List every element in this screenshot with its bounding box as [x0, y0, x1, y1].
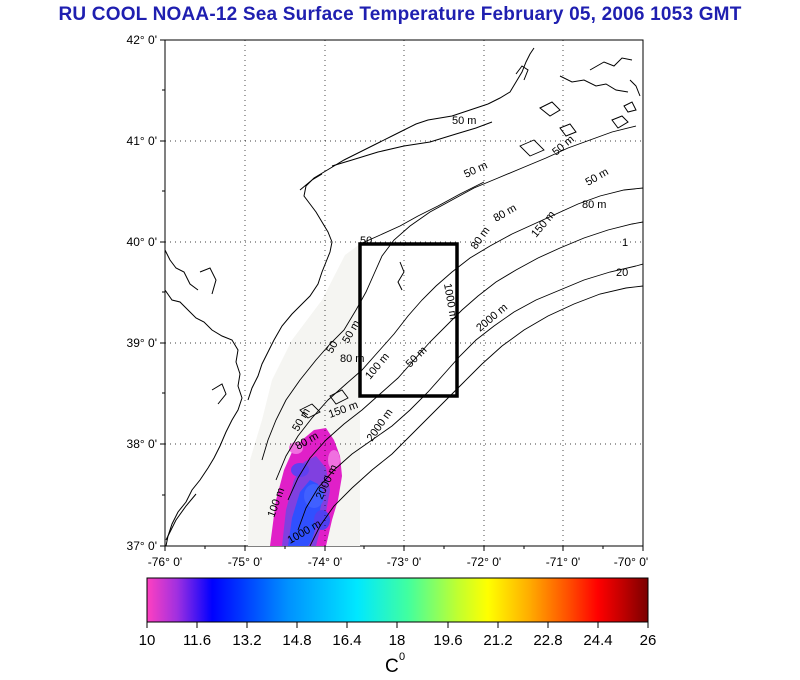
contour-label: 80 m [582, 199, 606, 211]
colorbar: 10 11.6 13.2 14.8 16.4 18 19.6 21.2 22.8… [139, 577, 657, 677]
colorbar-tick-label: 16.4 [332, 632, 361, 649]
lon-label: -73° 0' [387, 555, 421, 569]
colorbar-tick-label: 21.2 [483, 632, 512, 649]
contour-label: 1 [622, 237, 628, 249]
colorbar-unit-superscript: 0 [399, 651, 405, 663]
colorbar-tick-label: 18 [389, 632, 406, 649]
lat-label: 40° 0' [127, 235, 157, 249]
colorbar-tick-label: 22.8 [533, 632, 562, 649]
bathymetry-contours [261, 125, 643, 546]
contour-label: 50 m [452, 115, 476, 127]
colorbar-ticks [146, 622, 649, 628]
study-area-box [358, 242, 459, 398]
lon-label: -75° 0' [228, 555, 262, 569]
lat-label: 39° 0' [127, 336, 157, 350]
colorbar-tick-label: 19.6 [433, 632, 462, 649]
colorbar-tick-label: 24.4 [583, 632, 612, 649]
longitude-labels: -76° 0' -75° 0' -74° 0' -73° 0' -72° 0' … [148, 555, 648, 569]
lon-label: -74° 0' [308, 555, 342, 569]
contour-label: 50 [324, 339, 341, 356]
lat-label: 41° 0' [127, 134, 157, 148]
plot-frame [164, 39, 644, 547]
map-title: RU COOL NOAA-12 Sea Surface Temperature … [58, 4, 742, 25]
lon-label: -76° 0' [148, 555, 182, 569]
lat-label: 42° 0' [127, 33, 157, 47]
colorbar-tick-label: 11.6 [183, 632, 211, 649]
colorbar-tick-label: 10 [139, 632, 156, 649]
lat-label: 38° 0' [127, 437, 157, 451]
axis-ticks [160, 39, 644, 551]
colorbar-tick-label: 14.8 [282, 632, 311, 649]
lat-label: 37° 0' [127, 539, 157, 553]
latitude-labels: 42° 0' 41° 0' 40° 0' 39° 0' 38° 0' 37° 0… [127, 33, 157, 553]
contour-label: 20 [616, 267, 628, 279]
colorbar-gradient [146, 577, 649, 623]
colorbar-tick-label: 26 [640, 632, 657, 649]
lon-label: -72° 0' [467, 555, 501, 569]
lon-label: -70° 0' [614, 555, 648, 569]
colorbar-unit-label: C [385, 656, 399, 677]
lon-label: -71° 0' [546, 555, 580, 569]
colorbar-tick-label: 13.2 [232, 632, 261, 649]
coastline [165, 47, 641, 546]
